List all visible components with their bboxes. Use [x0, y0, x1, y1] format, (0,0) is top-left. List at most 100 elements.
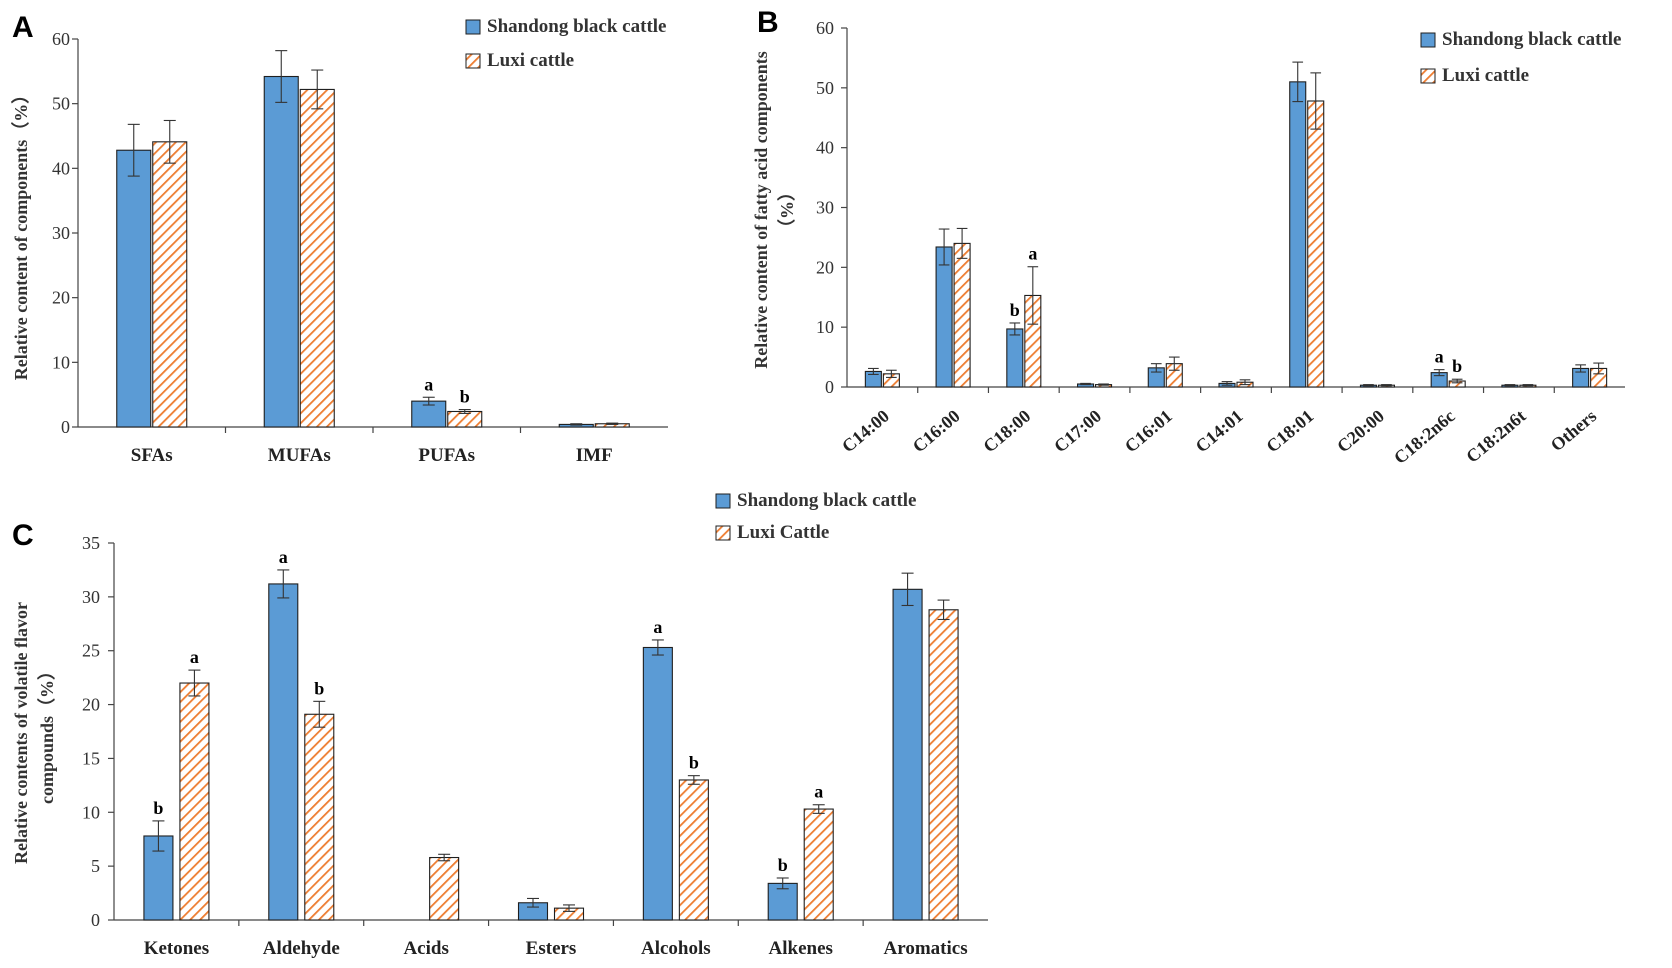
panel-b: B 0 10 20 30 40 50 60 Relative content of fatty…: [751, 6, 1625, 468]
significance-letter: b: [778, 855, 788, 875]
y-axis-label: Relative content of components（%）: [11, 86, 31, 380]
panel-a: A 0 10 20 30 40 50 60 Relative content of compo…: [11, 11, 668, 466]
significance-letter: a: [1028, 244, 1037, 264]
legend-label: Shandong black cattle: [487, 16, 666, 37]
y-tick-label: 35: [82, 533, 100, 553]
error-bar: [570, 423, 583, 426]
x-category-label: C20:00: [1333, 406, 1388, 457]
y-tick-label: 40: [52, 158, 70, 178]
legend-label: Luxi cattle: [1442, 65, 1529, 86]
error-bar: [1504, 384, 1516, 387]
y-tick-label: 20: [52, 288, 70, 308]
error-bar: [1080, 382, 1091, 386]
bar-shandong-black-cattle: [116, 149, 152, 428]
error-bar: [527, 897, 539, 908]
y-tick-label: 0: [91, 910, 100, 930]
y-axis-label: Relative content of fatty acid component…: [751, 51, 771, 368]
error-bar: [1239, 379, 1251, 386]
x-category-label: Aromatics: [884, 938, 968, 959]
error-bar: [277, 569, 290, 599]
bar-shandong-black-cattle: [263, 75, 299, 428]
y-tick-label: 60: [816, 18, 834, 38]
error-bar: [651, 639, 664, 656]
error-bar: [1221, 381, 1233, 386]
error-bar: [313, 700, 326, 728]
error-bar: [163, 119, 176, 164]
y-tick-label: 30: [82, 587, 100, 607]
significance-letter: b: [153, 798, 163, 818]
error-bar: [311, 69, 324, 110]
error-bar: [687, 775, 700, 785]
significance-letter: b: [1452, 356, 1462, 376]
x-category-label: C18:01: [1262, 406, 1317, 457]
significance-letter: b: [314, 678, 324, 698]
x-category-label: Acids: [403, 938, 448, 959]
bar-shandong-black-cattle: [642, 646, 673, 921]
y-tick-label: 25: [82, 641, 100, 661]
panel-label-a: A: [12, 11, 34, 44]
x-category-label: C14:00: [838, 406, 893, 457]
error-bar: [438, 853, 451, 862]
x-category-label: C16:00: [909, 406, 964, 457]
y-tick-label: 20: [82, 695, 100, 715]
x-category-label: Esters: [526, 938, 577, 959]
error-bar: [458, 408, 471, 414]
legend-label: Luxi cattle: [487, 50, 574, 71]
error-bar: [1433, 369, 1445, 377]
bar-luxi-cattle: [1307, 100, 1325, 388]
x-category-label: Aldehyde: [263, 938, 340, 959]
bar-luxi-cattle: [179, 682, 210, 921]
error-bar: [1168, 356, 1180, 371]
error-bar: [606, 422, 619, 425]
x-category-label: C16:01: [1121, 406, 1176, 457]
bar-luxi-cattle: [953, 242, 971, 388]
error-bar: [1593, 362, 1604, 375]
bar-shandong-black-cattle: [892, 588, 923, 921]
error-bar: [152, 820, 165, 852]
error-bar: [776, 877, 789, 890]
bar-shandong-black-cattle: [1006, 328, 1024, 388]
error-bar: [127, 123, 140, 177]
error-bar: [1150, 363, 1162, 373]
significance-letter: b: [689, 753, 699, 773]
x-category-label: C18:2n6t: [1462, 406, 1529, 467]
error-bar: [1098, 383, 1109, 386]
y-tick-label: 10: [816, 317, 834, 337]
y-tick-label: 30: [816, 198, 834, 218]
x-category-label: C18:00: [979, 406, 1034, 457]
x-category-label: IMF: [576, 445, 613, 466]
legend: Shandong black cattle Luxi Cattle: [715, 490, 916, 543]
error-bar: [868, 367, 879, 375]
significance-letter: b: [1010, 300, 1020, 320]
error-bar: [1381, 384, 1392, 387]
panel-c: C 0 5 10 15 20 25 30 35 Relative contents of vol…: [11, 490, 988, 959]
y-tick-label: 10: [82, 802, 100, 822]
y-tick-label: 30: [52, 223, 70, 243]
significance-letter: a: [814, 782, 823, 802]
error-bar: [1009, 322, 1021, 336]
bar-luxi-cattle: [429, 856, 460, 921]
error-bar: [812, 804, 825, 814]
legend-swatch-shandong: [715, 493, 731, 509]
legend-swatch-luxi: [465, 53, 481, 69]
y-axis-label: Relative contents of volatile flavor: [11, 602, 31, 864]
significance-letter: a: [1435, 347, 1444, 367]
y-tick-label: 50: [52, 94, 70, 114]
y-axis-label-line2: compounds（%）: [37, 662, 57, 804]
legend-swatch-shandong: [1420, 32, 1436, 48]
error-bar: [1310, 72, 1322, 130]
legend: Shandong black cattle Luxi cattle: [465, 16, 666, 71]
bar-luxi-cattle: [928, 609, 959, 921]
bar-luxi-cattle: [152, 141, 188, 428]
x-category-label: MUFAs: [268, 445, 331, 466]
y-axis-label-line2: （%）: [777, 183, 797, 237]
error-bar: [901, 572, 914, 607]
legend-label: Shandong black cattle: [1442, 29, 1621, 50]
bar-shandong-black-cattle: [1289, 81, 1307, 388]
legend-label: Luxi Cattle: [737, 522, 829, 543]
legend-swatch-luxi: [715, 525, 731, 541]
x-category-label: SFAs: [131, 445, 173, 466]
x-category-label: C14:01: [1192, 406, 1247, 457]
bar-luxi-cattle: [299, 88, 335, 428]
error-bar: [956, 227, 968, 259]
